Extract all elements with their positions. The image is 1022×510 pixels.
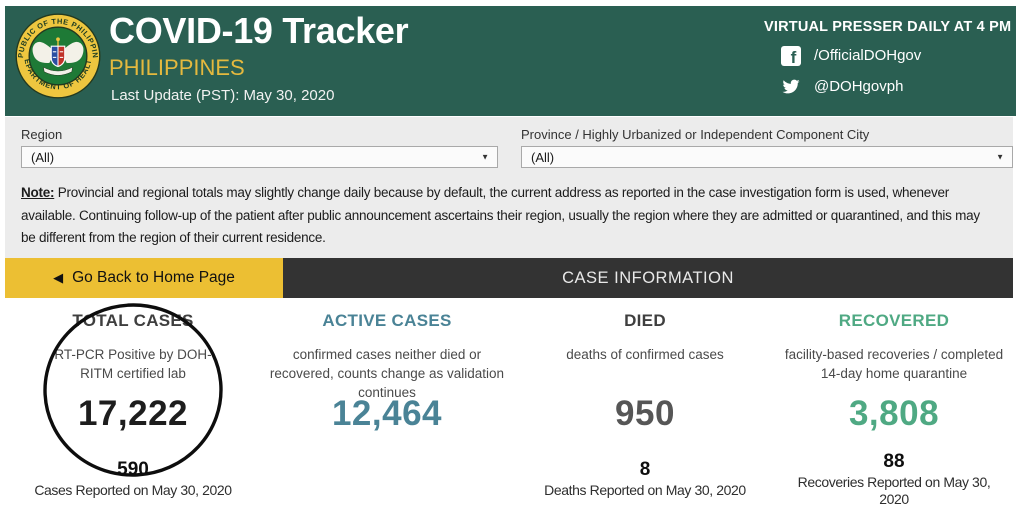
province-filter-label: Province / Highly Urbanized or Independe… (521, 127, 870, 142)
total-cases-value: 17,222 (77, 394, 189, 433)
facebook-handle: /OfficialDOHgov (814, 47, 922, 64)
recovered-value: 3,808 (848, 394, 940, 433)
twitter-handle: @DOHgovph (814, 78, 904, 95)
recovered-description: facility-based recoveries / completed 14… (784, 347, 1004, 381)
total-cases-label: TOTAL CASES (72, 311, 194, 330)
note-text: Provincial and regional totals may sligh… (21, 185, 980, 245)
virtual-presser-text: VIRTUAL PRESSER DAILY AT 4 PM (764, 19, 1012, 35)
back-arrow-icon: ◀ (53, 270, 64, 285)
header: REPUBLIC OF THE PHILIPPINES DEPARTMENT O… (5, 6, 1016, 116)
province-dropdown-value: (All) (531, 149, 555, 165)
died-label: DIED (624, 311, 666, 330)
twitter-icon (780, 76, 801, 97)
chevron-down-icon: ▼ (996, 152, 1004, 162)
active-cases-value: 12,464 (331, 394, 443, 433)
died-value: 950 (615, 394, 675, 433)
total-cases-daily: 590 Cases Reported on May 30, 2020 (10, 459, 256, 499)
page-subtitle: PHILIPPINES (109, 55, 245, 80)
total-cases-daily-value: 590 (117, 459, 149, 480)
died-daily: 8 Deaths Reported on May 30, 2020 (520, 459, 770, 499)
title-block: COVID-19 Tracker PHILIPPINES Last Update… (109, 8, 409, 106)
facebook-icon: f (780, 45, 801, 66)
go-back-home-label: Go Back to Home Page (72, 269, 235, 286)
social-block: VIRTUAL PRESSER DAILY AT 4 PM f /Officia… (764, 19, 1012, 97)
tab-case-information[interactable]: CASE INFORMATION (283, 258, 1013, 298)
recovered-daily-value: 88 (883, 451, 905, 472)
filter-row: Region (All) ▼ Province / Highly Urbaniz… (5, 117, 1013, 168)
died-daily-value: 8 (639, 459, 651, 480)
stat-recovered: RECOVERED facility-based recoveries / co… (768, 298, 1020, 510)
doh-seal-logo: REPUBLIC OF THE PHILIPPINES DEPARTMENT O… (15, 13, 101, 99)
recovered-label: RECOVERED (838, 311, 950, 330)
stat-active-cases: ACTIVE CASES confirmed cases neither die… (263, 298, 511, 510)
filter-note-panel: Region (All) ▼ Province / Highly Urbaniz… (5, 117, 1013, 258)
active-cases-description: confirmed cases neither died or recovere… (269, 347, 505, 400)
region-dropdown-value: (All) (31, 149, 55, 165)
stat-total-cases: TOTAL CASES RT-PCR Positive by DOH-RITM … (10, 298, 256, 510)
region-filter: Region (All) ▼ (21, 127, 498, 168)
disclaimer-note: Note: Provincial and regional totals may… (21, 182, 997, 250)
died-description: deaths of confirmed cases (566, 347, 724, 362)
chevron-down-icon: ▼ (481, 152, 489, 162)
page-title: COVID-19 Tracker (109, 10, 409, 51)
died-daily-caption: Deaths Reported on May 30, 2020 (544, 482, 746, 498)
recovered-daily: 88 Recoveries Reported on May 30, 2020 (768, 451, 1020, 508)
last-update-text: Last Update (PST): May 30, 2020 (111, 87, 335, 104)
recovered-daily-caption: Recoveries Reported on May 30, 2020 (797, 474, 991, 507)
facebook-link[interactable]: f /OfficialDOHgov (780, 45, 1002, 66)
note-label: Note: (21, 185, 55, 200)
twitter-link[interactable]: @DOHgovph (780, 76, 1002, 97)
active-cases-label: ACTIVE CASES (322, 311, 452, 330)
total-cases-daily-caption: Cases Reported on May 30, 2020 (34, 482, 232, 498)
go-back-home-button[interactable]: ◀ Go Back to Home Page (5, 258, 283, 298)
total-cases-description: RT-PCR Positive by DOH-RITM certified la… (54, 347, 212, 381)
province-filter: Province / Highly Urbanized or Independe… (521, 127, 1013, 168)
region-dropdown[interactable]: (All) ▼ (21, 146, 498, 168)
tab-case-information-label: CASE INFORMATION (562, 268, 734, 287)
region-filter-label: Region (21, 127, 63, 142)
stat-died: DIED deaths of confirmed cases 950 8 Dea… (520, 298, 770, 510)
province-dropdown[interactable]: (All) ▼ (521, 146, 1013, 168)
